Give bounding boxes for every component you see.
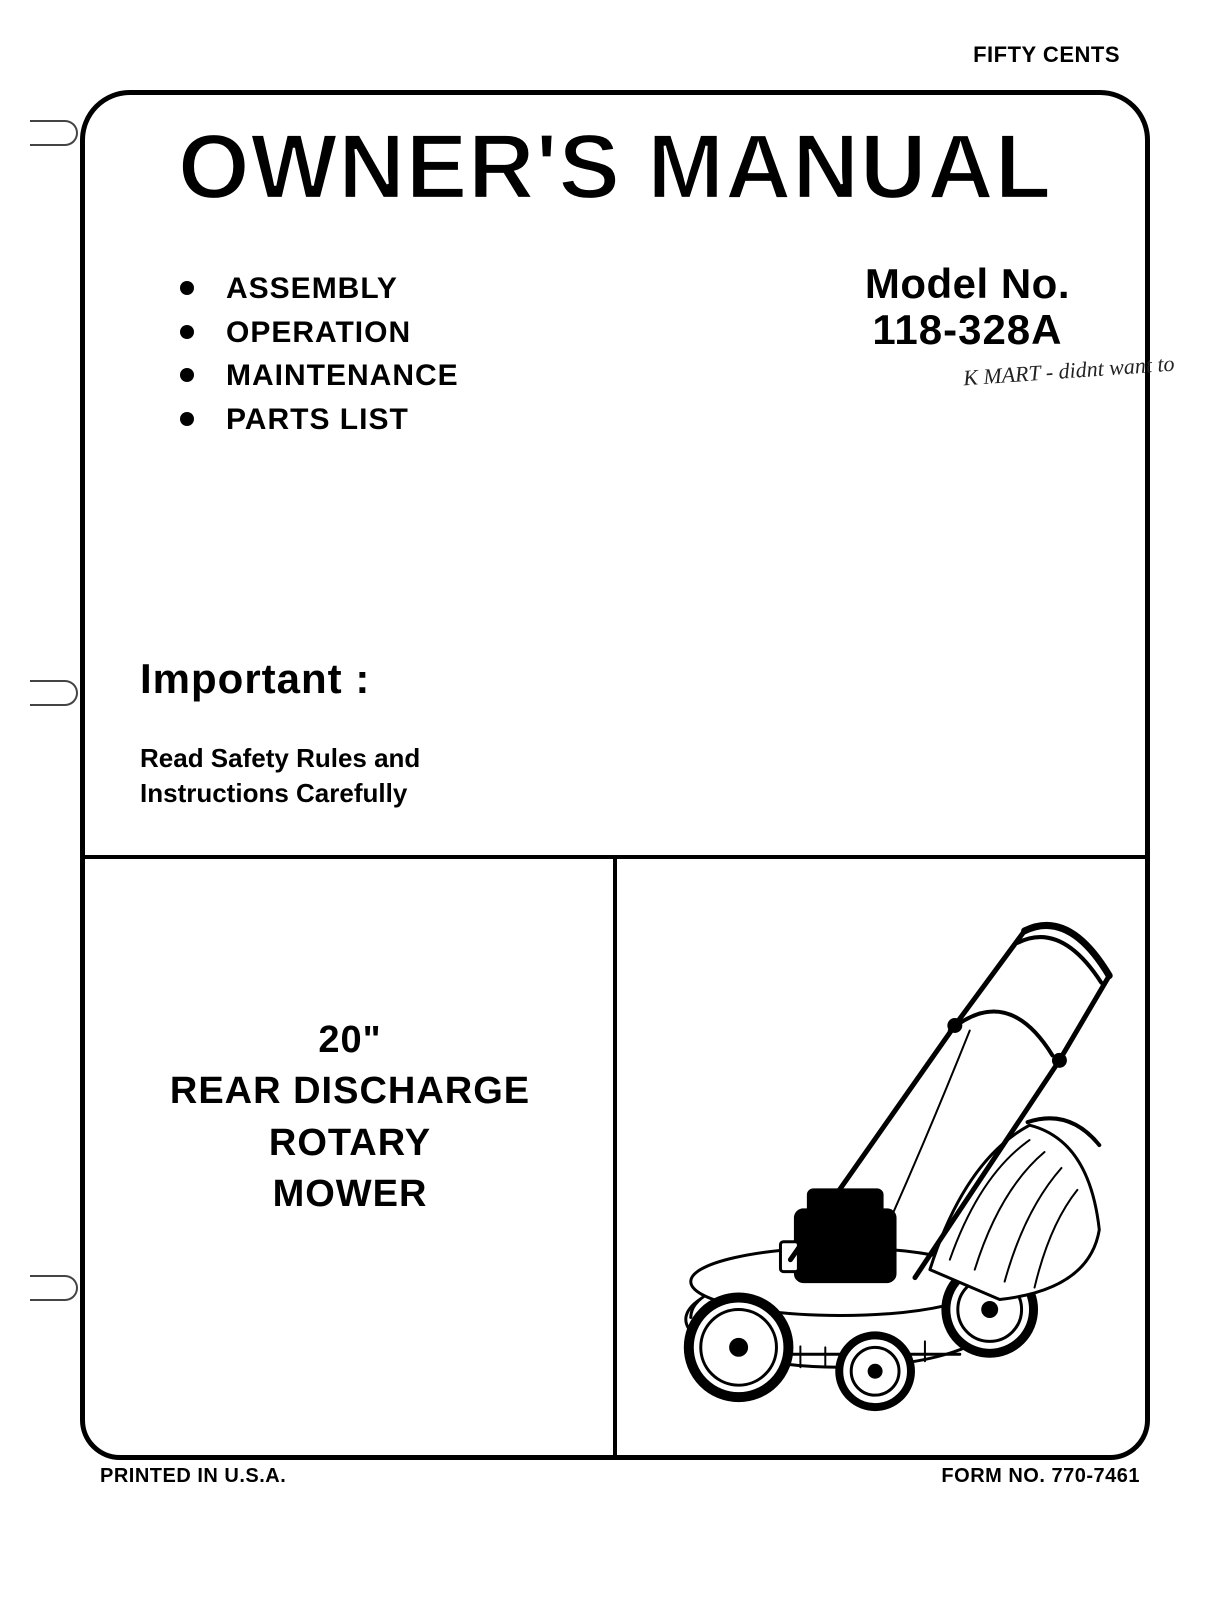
contents-item: OPERATION [180,311,459,355]
product-line: 20" [318,1019,381,1061]
important-body: Read Safety Rules and Instructions Caref… [140,741,420,811]
product-name: 20" REAR DISCHARGE ROTARY MOWER [85,1015,615,1220]
product-line: ROTARY [269,1122,431,1164]
binder-punch-icon [30,120,78,146]
contents-list: ASSEMBLY OPERATION MAINTENANCE PARTS LIS… [180,267,459,441]
contents-item: ASSEMBLY [180,267,459,311]
mower-illustration [615,875,1145,1445]
important-heading: Important : [140,655,420,703]
handwritten-note: K MART - didnt want to [963,351,1176,392]
product-line: MOWER [273,1173,428,1215]
cover-frame: OWNER'S MANUAL ASSEMBLY OPERATION MAINTE… [80,90,1150,1460]
contents-item: PARTS LIST [180,398,459,442]
title-text: OWNER'S MANUAL [178,120,1052,215]
binder-punch-icon [30,1275,78,1301]
manual-title: OWNER'S MANUAL [105,120,1125,220]
printed-in-label: PRINTED IN U.S.A. [100,1465,286,1488]
manual-cover-page: FIFTY CENTS OWNER'S MANUAL ASSEMBLY OPER… [70,60,1160,1500]
mower-icon [631,891,1129,1429]
model-number-block: Model No. 118-328A [865,260,1070,354]
model-number: 118-328A [865,306,1070,354]
model-label: Model No. [865,260,1070,308]
important-body-line: Instructions Carefully [140,778,407,808]
price-label: FIFTY CENTS [973,42,1120,68]
product-line: REAR DISCHARGE [170,1070,530,1112]
important-body-line: Read Safety Rules and [140,743,420,773]
title-svg: OWNER'S MANUAL [105,120,1125,215]
important-notice: Important : Read Safety Rules and Instru… [140,655,420,811]
contents-item: MAINTENANCE [180,354,459,398]
binder-punch-icon [30,680,78,706]
form-number-label: FORM NO. 770-7461 [941,1465,1140,1488]
